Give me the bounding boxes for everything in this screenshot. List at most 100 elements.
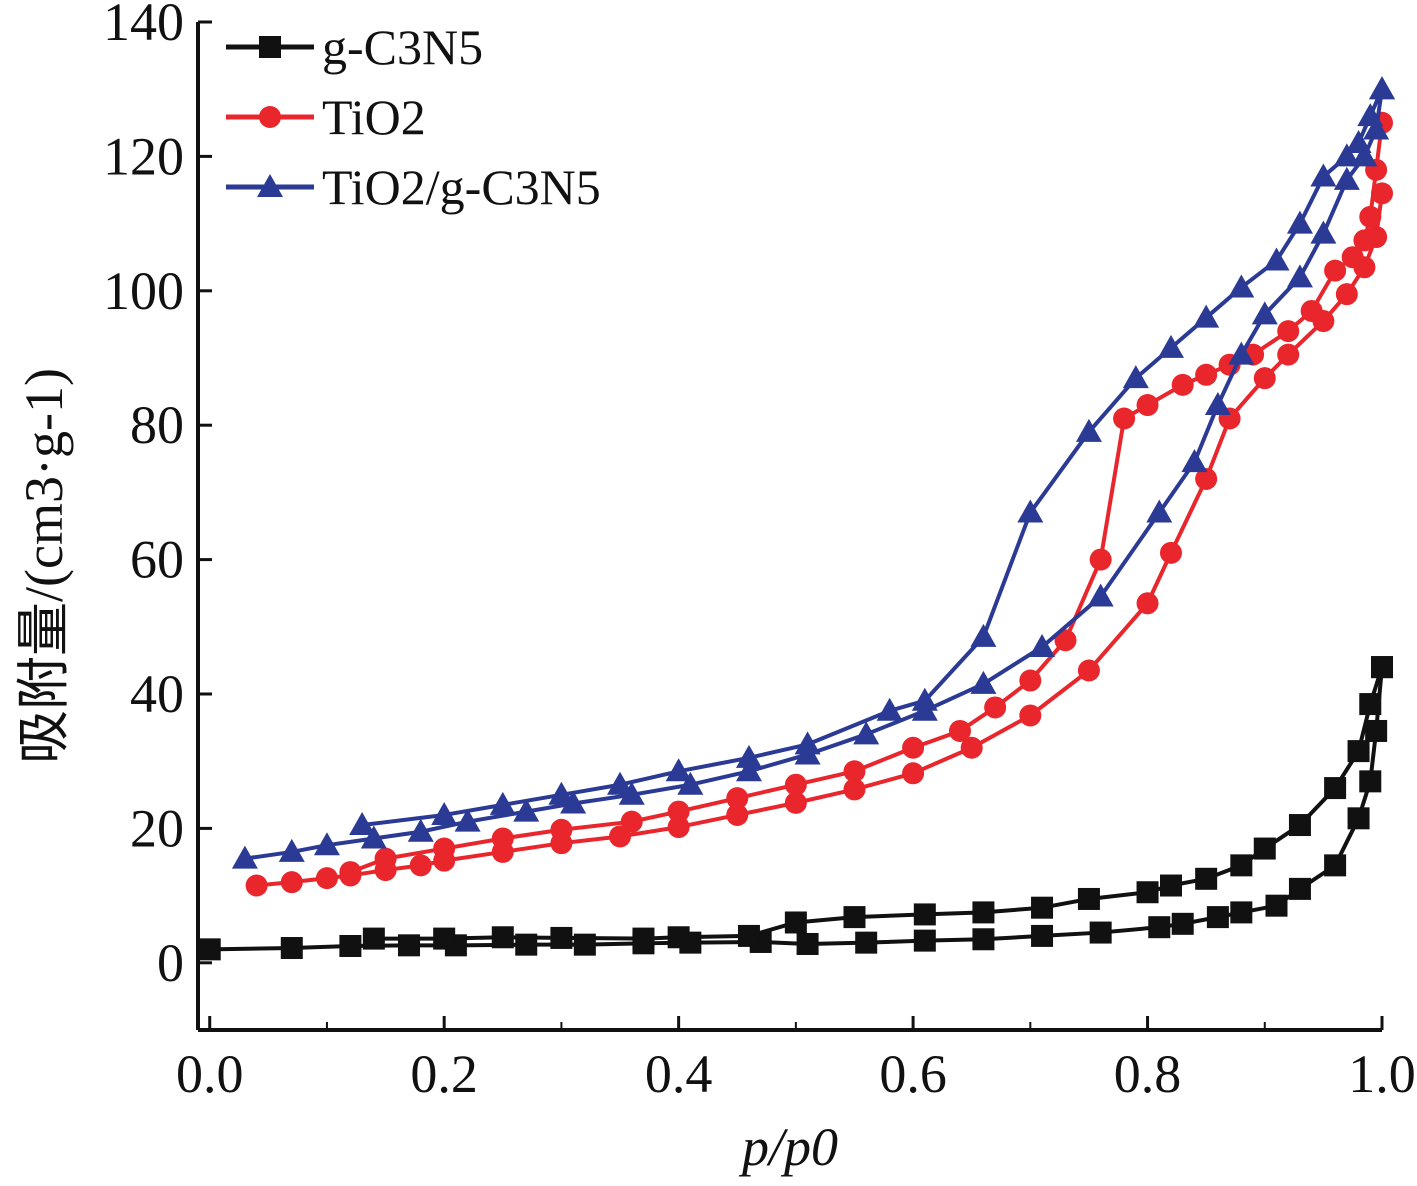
- data-point: [609, 825, 632, 848]
- data-point: [1288, 877, 1311, 900]
- data-point: [1077, 659, 1100, 682]
- data-point: [1286, 210, 1313, 234]
- data-point: [620, 810, 643, 833]
- data-point: [1277, 343, 1300, 366]
- x-tick-label: 0.6: [879, 1044, 947, 1104]
- data-point: [843, 760, 866, 783]
- x-tick-label: 0.2: [410, 1044, 478, 1104]
- data-point: [1369, 76, 1395, 100]
- data-point: [1136, 592, 1159, 615]
- data-point: [970, 670, 997, 694]
- data-point: [1310, 220, 1337, 244]
- data-point: [491, 926, 514, 949]
- data-point: [1122, 365, 1149, 389]
- legend-label: TiO2: [322, 89, 426, 145]
- data-point: [737, 924, 760, 947]
- y-tick-label: 80: [130, 395, 184, 455]
- x-tick-label: 0.0: [176, 1044, 244, 1104]
- series-2: [231, 76, 1395, 869]
- data-point: [1253, 367, 1276, 390]
- data-point: [407, 818, 434, 842]
- data-point: [1335, 283, 1358, 306]
- data-point: [550, 926, 573, 949]
- data-point: [349, 812, 376, 836]
- data-point: [1031, 924, 1054, 947]
- data-point: [1230, 854, 1253, 877]
- data-point: [667, 800, 690, 823]
- data-point: [1159, 874, 1182, 897]
- data-point: [726, 803, 749, 826]
- data-point: [902, 762, 925, 785]
- legend-label: TiO2/g-C3N5: [322, 159, 601, 215]
- data-point: [735, 758, 762, 782]
- data-point: [735, 744, 762, 768]
- data-point: [913, 929, 936, 952]
- y-tick-label: 120: [103, 126, 184, 186]
- x-tick-label: 0.8: [1114, 1044, 1182, 1104]
- data-point: [339, 861, 362, 884]
- data-point: [409, 854, 432, 877]
- y-tick-label: 140: [103, 0, 184, 52]
- data-point: [1029, 633, 1056, 657]
- data-point: [902, 736, 925, 759]
- data-point: [360, 825, 387, 849]
- data-point: [784, 911, 807, 934]
- data-point: [843, 778, 866, 801]
- data-point: [374, 847, 397, 870]
- data-point: [315, 867, 338, 890]
- data-point: [339, 935, 362, 957]
- data-point: [431, 801, 458, 825]
- legend-entry: TiO2/g-C3N5: [226, 159, 601, 215]
- data-point: [1195, 363, 1218, 386]
- data-point: [1157, 334, 1184, 358]
- data-point: [280, 937, 303, 960]
- series-line-adsorption: [244, 88, 1384, 861]
- data-point: [513, 798, 540, 822]
- data-point: [960, 736, 983, 759]
- data-point: [1136, 394, 1159, 417]
- data-point: [1031, 896, 1054, 919]
- data-point: [313, 832, 340, 856]
- data-point: [1324, 259, 1347, 282]
- data-point: [1347, 807, 1370, 830]
- data-point: [876, 697, 903, 721]
- legend-marker: [257, 174, 283, 197]
- legend: g-C3N5 TiO2 TiO2/g-C3N5: [226, 19, 601, 215]
- data-point: [1148, 916, 1171, 939]
- data-point: [1310, 163, 1337, 187]
- data-point: [1230, 901, 1253, 924]
- data-point: [1351, 143, 1378, 167]
- data-point: [667, 926, 690, 949]
- data-point: [853, 721, 880, 745]
- legend-marker: [259, 36, 281, 58]
- data-point: [489, 791, 516, 815]
- data-point: [1357, 103, 1384, 127]
- data-point: [1228, 274, 1255, 298]
- series-0: [198, 656, 1393, 961]
- data-point: [198, 938, 221, 961]
- data-point: [433, 927, 456, 950]
- data-point: [667, 816, 690, 839]
- data-point: [1341, 246, 1364, 269]
- data-point: [278, 838, 305, 862]
- data-point: [1359, 770, 1382, 793]
- data-point: [1089, 548, 1112, 571]
- data-point: [548, 781, 575, 805]
- y-tick-label: 0: [157, 933, 184, 993]
- data-point: [1263, 247, 1290, 271]
- legend-entry: g-C3N5: [226, 19, 483, 75]
- data-point: [1019, 669, 1042, 692]
- data-point: [1371, 182, 1393, 205]
- series-1: [245, 111, 1393, 897]
- data-point: [1195, 467, 1218, 490]
- data-point: [1171, 912, 1194, 935]
- data-point: [1288, 814, 1311, 837]
- legend-label: g-C3N5: [322, 19, 483, 75]
- data-point: [1324, 777, 1347, 800]
- data-point: [1146, 499, 1173, 523]
- data-point: [1253, 837, 1276, 860]
- data-point: [632, 927, 655, 950]
- x-tick-label: 1.0: [1348, 1044, 1416, 1104]
- legend-marker: [259, 106, 281, 128]
- data-point: [1089, 921, 1112, 944]
